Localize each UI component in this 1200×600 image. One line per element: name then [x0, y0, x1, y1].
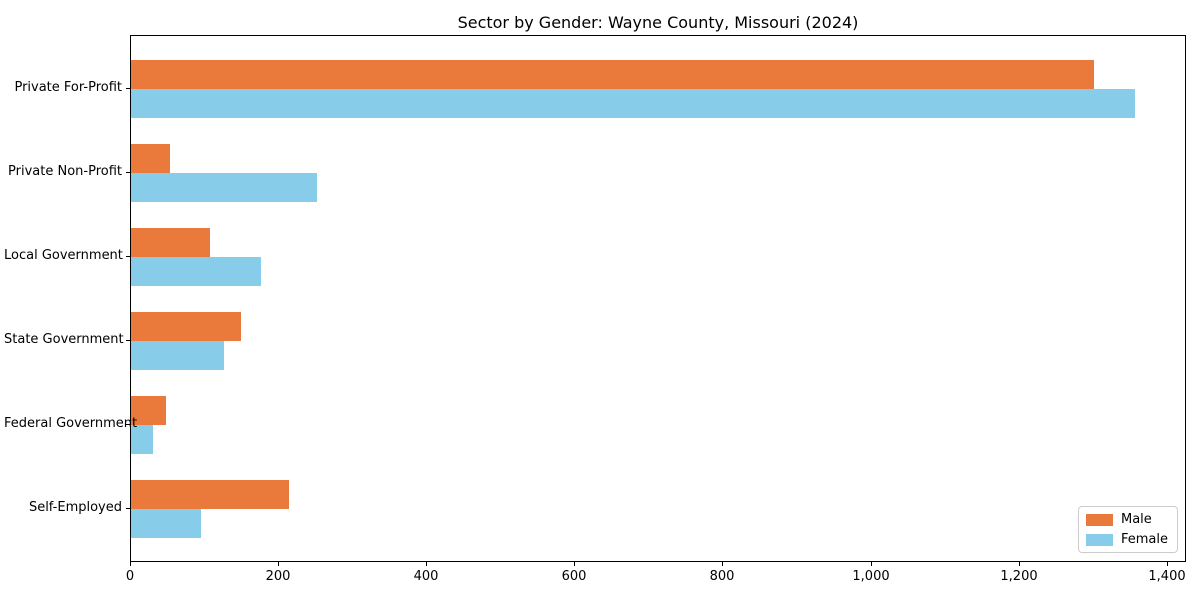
- legend-item-male: Male: [1085, 512, 1168, 527]
- bar-female-private-for-profit: [131, 89, 1135, 118]
- y-tick-label-self-employed: Self-Employed: [28, 500, 122, 515]
- x-tick-mark: [130, 562, 131, 566]
- bar-male-local-government: [131, 228, 210, 257]
- male-swatch-icon: [1085, 513, 1113, 526]
- bar-female-state-government: [131, 341, 224, 370]
- x-tick-mark: [722, 562, 723, 566]
- y-tick-label-state-government: State Government: [4, 332, 124, 347]
- x-tick-label-800: 800: [709, 569, 735, 584]
- y-tick-mark: [126, 256, 130, 257]
- x-tick-mark: [1019, 562, 1020, 566]
- x-tick-label-1200: 1,200: [1000, 569, 1038, 584]
- x-tick-mark: [1167, 562, 1168, 566]
- x-tick-mark: [871, 562, 872, 566]
- bar-female-self-employed: [131, 509, 201, 538]
- x-tick-label-0: 0: [125, 569, 135, 584]
- x-tick-label-200: 200: [265, 569, 291, 584]
- y-tick-label-private-non-profit: Private Non-Profit: [8, 164, 122, 179]
- bar-male-self-employed: [131, 480, 289, 509]
- bar-male-private-for-profit: [131, 60, 1094, 89]
- legend-label-female: Female: [1120, 532, 1168, 547]
- legend: Male Female: [1077, 506, 1178, 553]
- x-tick-label-1000: 1,000: [852, 569, 890, 584]
- y-tick-mark: [126, 424, 130, 425]
- y-tick-label-federal-government: Federal Government: [4, 416, 138, 431]
- bar-female-federal-government: [131, 425, 153, 454]
- legend-label-male: Male: [1120, 512, 1152, 527]
- bar-female-local-government: [131, 257, 261, 286]
- bar-male-private-non-profit: [131, 144, 170, 173]
- y-tick-mark: [126, 88, 130, 89]
- y-tick-mark: [126, 340, 130, 341]
- bar-female-private-non-profit: [131, 173, 317, 202]
- bar-male-federal-government: [131, 396, 166, 425]
- x-tick-mark: [426, 562, 427, 566]
- y-tick-label-private-for-profit: Private For-Profit: [14, 80, 122, 95]
- y-tick-mark: [126, 508, 130, 509]
- x-tick-mark: [574, 562, 575, 566]
- plot-area: [130, 35, 1186, 562]
- x-tick-label-400: 400: [413, 569, 439, 584]
- x-tick-label-1400: 1,400: [1148, 569, 1186, 584]
- x-tick-label-600: 600: [561, 569, 587, 584]
- legend-item-female: Female: [1085, 532, 1168, 547]
- chart-title: Sector by Gender: Wayne County, Missouri…: [457, 13, 859, 32]
- y-tick-mark: [126, 172, 130, 173]
- x-tick-mark: [278, 562, 279, 566]
- bar-male-state-government: [131, 312, 241, 341]
- y-tick-label-local-government: Local Government: [4, 248, 123, 263]
- female-swatch-icon: [1085, 533, 1113, 546]
